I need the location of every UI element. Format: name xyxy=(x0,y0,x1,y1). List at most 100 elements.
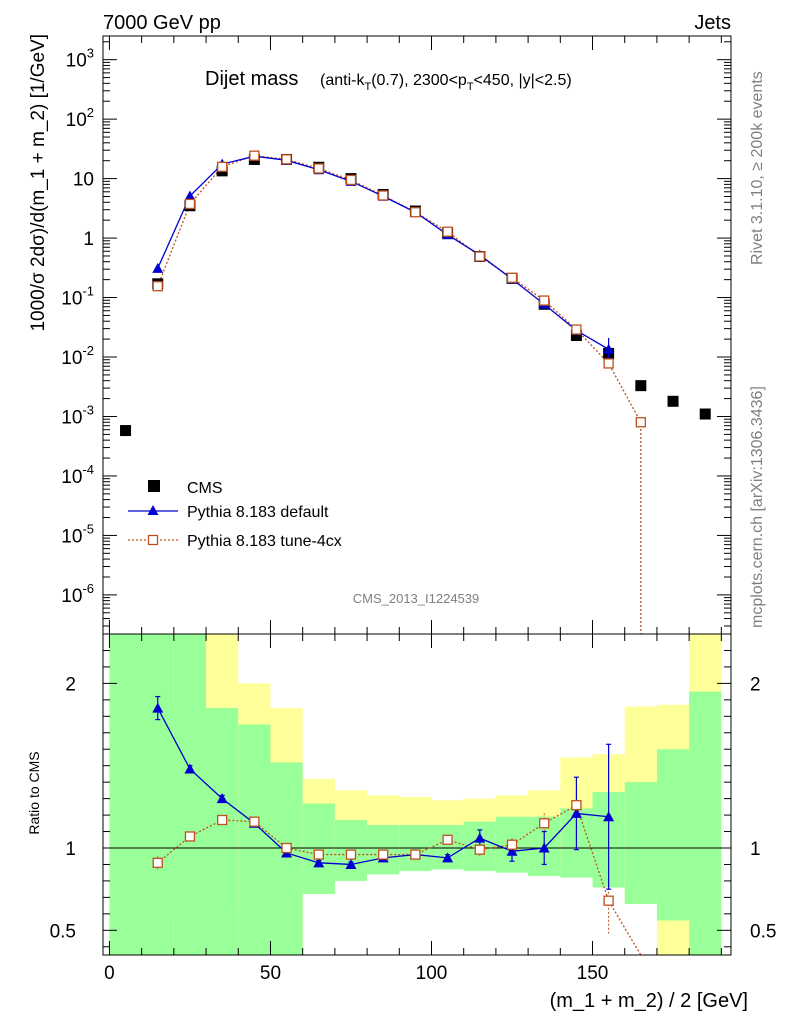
default-point xyxy=(603,343,615,354)
default-point xyxy=(184,190,196,201)
tune-point xyxy=(313,163,324,174)
ratio-tune-point xyxy=(603,895,614,906)
ratio-default-point xyxy=(152,702,164,713)
ratio-inner-band xyxy=(173,634,207,955)
ratio-default-point xyxy=(442,852,454,863)
ratio-tune-point xyxy=(281,842,292,854)
x-tick-label: 100 xyxy=(416,963,448,984)
main-y-tick-label: 10-2 xyxy=(61,343,94,369)
legend-cms-label: CMS xyxy=(187,480,223,497)
tune-point xyxy=(217,161,228,172)
main-data-layer xyxy=(120,150,711,634)
cms-point xyxy=(635,380,647,392)
main-y-tick-label: 102 xyxy=(66,105,94,131)
legend: CMS Pythia 8.183 default Pythia 8.183 tu… xyxy=(128,480,342,550)
legend-default-label: Pythia 8.183 default xyxy=(187,504,329,521)
default-line xyxy=(157,155,609,350)
tune-point xyxy=(345,174,357,186)
main-y-tick-label: 1 xyxy=(83,229,94,250)
ratio-inner-band xyxy=(109,634,142,955)
ratio-uncertainty-bands xyxy=(109,634,722,955)
ratio-data-layer xyxy=(152,695,642,956)
main-axes: 10-6 10-5 10-4 10-3 10-2 10-1 1 10 102 103 xyxy=(61,36,731,634)
main-y-tick-label: 103 xyxy=(66,46,94,72)
main-y-tick-label: 10-4 xyxy=(61,462,94,488)
ratio-tune-point xyxy=(313,849,324,860)
main-y-tick-label: 10-3 xyxy=(61,402,94,428)
tune-point xyxy=(249,150,260,161)
cms-point xyxy=(699,408,711,420)
rivet-label: Rivet 3.1.10, ≥ 200k events xyxy=(749,71,766,265)
ratio-tune-point xyxy=(506,839,518,850)
cms-point xyxy=(120,425,132,437)
ratio-tune-point xyxy=(152,857,163,868)
ratio-tune-point xyxy=(184,831,196,842)
ratio-default-point xyxy=(506,845,518,856)
tune-point xyxy=(506,272,518,283)
x-tick-label: 150 xyxy=(577,963,609,984)
ratio-default-point xyxy=(184,763,196,774)
ratio-axes: 0 50 100 150 0.5 0.5 1 1 2 2 xyxy=(50,634,776,984)
main-y-tick-label: 10-1 xyxy=(61,284,94,310)
ratio-tune-point xyxy=(249,816,260,827)
tune-point xyxy=(603,358,614,369)
analysis-id: CMS_2013_I1224539 xyxy=(353,591,480,606)
ratio-y-label: Ratio to CMS xyxy=(26,751,42,834)
legend-default-marker xyxy=(147,505,159,515)
ratio-tune-point xyxy=(217,814,228,826)
tune-point xyxy=(281,154,292,165)
ratio-inner-band xyxy=(302,803,335,895)
ratio-inner-band xyxy=(206,708,239,955)
x-tick-label: 50 xyxy=(260,963,281,984)
ratio-y-tick-label: 1 xyxy=(65,839,76,860)
ratio-tune-point xyxy=(378,849,389,860)
main-subtitle: (anti-kT(0.7), 2300<pT<450, |y|<2.5) xyxy=(320,72,572,93)
tune-point xyxy=(184,198,196,210)
default-point xyxy=(152,262,164,273)
main-y-tick-label: 10 xyxy=(73,170,94,191)
ratio-tune-point xyxy=(345,849,357,860)
ratio-inner-band xyxy=(141,634,174,955)
tune-point xyxy=(152,281,163,292)
ratio-default-point xyxy=(216,793,228,804)
x-axis-label: (m_1 + m_2) / 2 [GeV] xyxy=(550,990,748,1012)
ratio-inner-band xyxy=(238,724,271,955)
legend-cms-marker xyxy=(148,480,160,492)
mcplots-label: mcplots.cern.ch [arXiv:1306.3436] xyxy=(749,386,766,628)
legend-tune-label: Pythia 8.183 tune-4cx xyxy=(187,533,342,550)
tune-point xyxy=(635,417,646,428)
ratio-inner-band xyxy=(270,762,303,955)
ratio-frame xyxy=(102,633,732,956)
x-tick-label: 0 xyxy=(104,963,115,984)
ratio-inner-band xyxy=(689,691,722,955)
ratio-y-tick-label-right: 2 xyxy=(750,674,761,695)
ratio-tune-point xyxy=(571,800,582,811)
ratio-inner-band xyxy=(624,782,657,904)
main-y-tick-label: 10-6 xyxy=(61,581,94,607)
tune-point xyxy=(378,190,389,201)
tune-point xyxy=(442,226,453,237)
tune-point xyxy=(539,295,550,306)
ratio-tune-point xyxy=(474,844,485,855)
header-left: 7000 GeV pp xyxy=(103,12,221,34)
ratio-y-tick-label-right: 0.5 xyxy=(750,921,776,942)
ratio-y-tick-label-right: 1 xyxy=(750,839,761,860)
ratio-default-point xyxy=(345,858,357,869)
main-panel: 10-6 10-5 10-4 10-3 10-2 10-1 1 10 102 103 Dijet … xyxy=(28,34,732,635)
header-right: Jets xyxy=(694,12,731,34)
ratio-inner-band xyxy=(431,824,464,870)
ratio-y-tick-label: 0.5 xyxy=(50,921,76,942)
main-y-tick-label: 10-5 xyxy=(61,521,94,547)
ratio-default-point xyxy=(570,807,582,818)
tune-point xyxy=(410,207,421,218)
ratio-tune-line xyxy=(157,804,642,956)
ratio-default-point xyxy=(538,842,550,853)
ratio-default-point xyxy=(313,857,325,868)
ratio-tune-point xyxy=(539,818,550,829)
main-y-label: 1000/σ 2dσ)/d(m_1 + m_2) [1/GeV] xyxy=(28,34,49,332)
ratio-default-point xyxy=(603,811,615,822)
ratio-y-tick-label: 2 xyxy=(65,674,76,695)
ratio-panel: 0 50 100 150 0.5 0.5 1 1 2 2 Ratio to CMS (m_1 + … xyxy=(26,633,776,1012)
tune-line xyxy=(157,155,642,634)
